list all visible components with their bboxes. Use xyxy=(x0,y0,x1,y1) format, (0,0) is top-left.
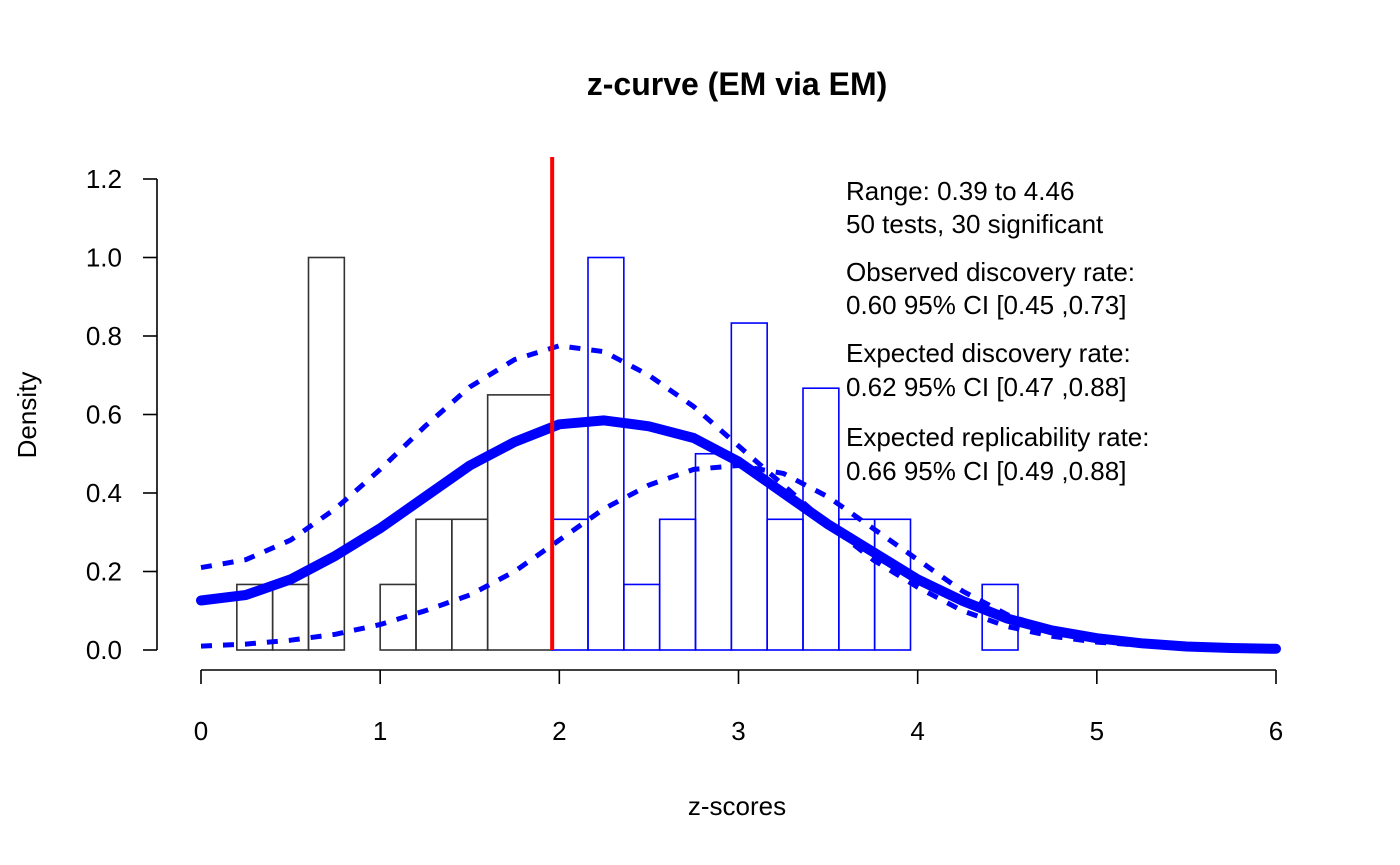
x-tick-label-1: 1 xyxy=(373,716,387,746)
annotation-err-label: Expected replicability rate: xyxy=(846,422,1149,452)
sig-bar-5 xyxy=(730,322,768,651)
stats-annotations: Range: 0.39 to 4.46 50 tests, 30 signifi… xyxy=(846,176,1149,486)
x-tick-label-3: 3 xyxy=(731,716,745,746)
ci-bound-line-1 xyxy=(200,343,1277,652)
x-tick-label-5: 5 xyxy=(1090,716,1104,746)
y-tick-label-5: 1.0 xyxy=(86,243,122,273)
y-tick-label-6: 1.2 xyxy=(86,164,122,194)
y-tick-label-0: 0.0 xyxy=(86,635,122,665)
annotation-tests: 50 tests, 30 significant xyxy=(846,209,1104,239)
annotation-range: Range: 0.39 to 4.46 xyxy=(846,176,1074,206)
density-curves xyxy=(196,343,1281,654)
annotation-edr-value: 0.62 95% CI [0.47 ,0.88] xyxy=(846,372,1126,402)
x-axis-label: z-scores xyxy=(688,791,786,821)
y-tick-label-2: 0.4 xyxy=(86,478,122,508)
nonsig-bar-6 xyxy=(451,518,489,651)
annotation-err-value: 0.66 95% CI [0.49 ,0.88] xyxy=(846,456,1126,486)
sig-bar-2 xyxy=(623,583,661,651)
annotation-edr-label: Expected discovery rate: xyxy=(846,338,1131,368)
x-axis: 0 1 2 3 4 5 6 xyxy=(194,669,1283,746)
x-tick-label-4: 4 xyxy=(910,716,924,746)
x-tick-label-0: 0 xyxy=(194,716,208,746)
z-curve-line xyxy=(196,415,1281,654)
sig-bar-6 xyxy=(766,518,804,651)
nonsig-bar-2 xyxy=(307,256,346,651)
y-tick-label-3: 0.6 xyxy=(86,400,122,430)
sig-bar-1 xyxy=(587,256,625,651)
chart-title: z-curve (EM via EM) xyxy=(587,66,888,102)
y-tick-label-1: 0.2 xyxy=(86,557,122,587)
y-tick-label-4: 0.8 xyxy=(86,321,122,351)
annotation-odr-label: Observed discovery rate: xyxy=(846,257,1135,287)
sig-bar-3 xyxy=(658,518,697,651)
x-tick-label-6: 6 xyxy=(1269,716,1283,746)
sig-bar-9 xyxy=(873,518,912,651)
y-axis-label: Density xyxy=(12,372,42,459)
sig-bar-4 xyxy=(694,452,733,651)
ci-bound-line-2 xyxy=(200,463,1277,653)
nonsig-bar-5 xyxy=(415,518,453,651)
y-axis: 0.0 0.2 0.4 0.6 0.8 1.0 1.2 xyxy=(86,164,158,665)
x-tick-label-2: 2 xyxy=(552,716,566,746)
annotation-odr-value: 0.60 95% CI [0.45 ,0.73] xyxy=(846,290,1126,320)
